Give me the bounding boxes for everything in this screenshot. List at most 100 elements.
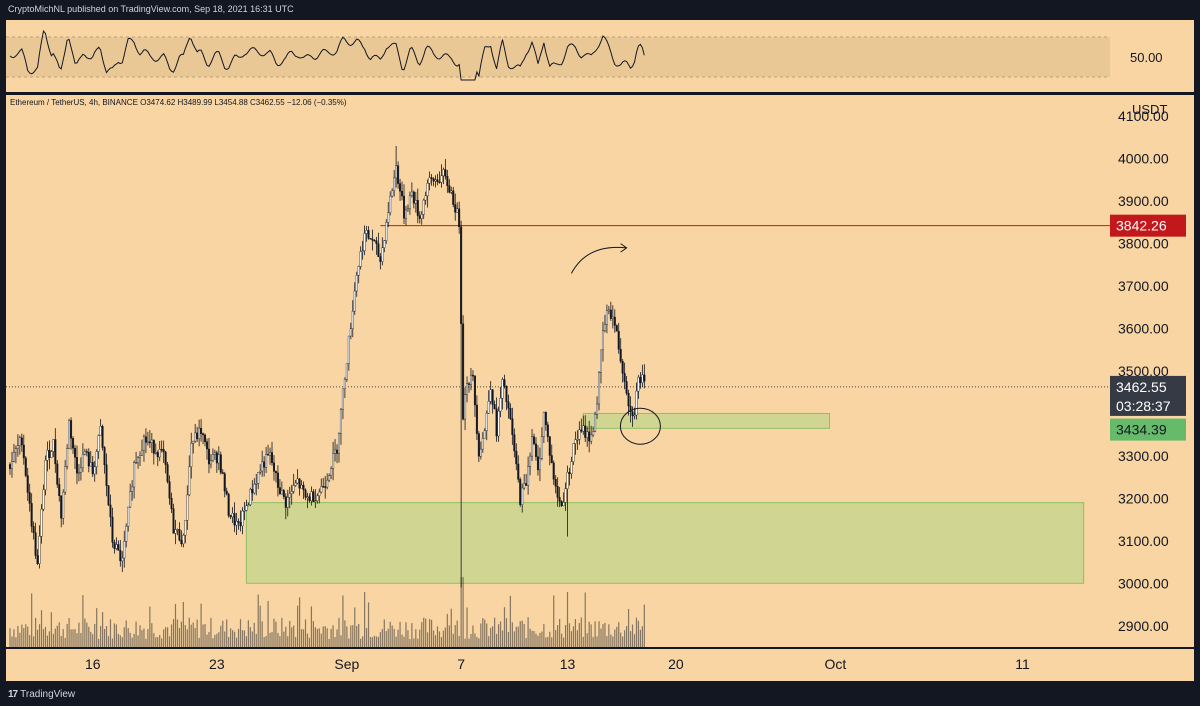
volume-bar: [411, 623, 413, 647]
volume-bar: [103, 628, 106, 647]
candle-up: [123, 541, 126, 559]
candle-up: [14, 448, 17, 453]
volume-bar: [149, 606, 151, 647]
candle-up: [594, 414, 597, 432]
candle-up: [605, 310, 608, 325]
time-axis[interactable]: 16 23 Sep 7 13 20 Oct 11: [6, 649, 1110, 681]
candle-up: [209, 460, 212, 465]
candle-up: [95, 451, 98, 467]
candle-down: [168, 481, 171, 499]
volume-bar: [9, 628, 11, 647]
volume-bar: [261, 621, 263, 647]
candle-down: [509, 408, 512, 419]
volume-bar: [430, 619, 433, 647]
candle-up: [420, 214, 423, 219]
volume-bar: [184, 625, 186, 647]
volume-bar: [527, 617, 529, 647]
candle-up: [562, 502, 565, 506]
candle-down: [196, 432, 199, 440]
volume-bar: [352, 625, 354, 647]
volume-bar: [468, 638, 470, 647]
candle-down: [272, 462, 275, 472]
time-tick-label: 23: [209, 656, 225, 672]
volume-bar: [379, 632, 381, 647]
candle-up: [318, 491, 321, 497]
rsi-price-axis[interactable]: 50.00: [1110, 20, 1194, 92]
candle-down: [239, 521, 242, 527]
volume-bar: [50, 612, 52, 647]
volume-bar: [495, 633, 498, 647]
candle-down: [416, 200, 419, 216]
volume-bar: [397, 629, 399, 647]
volume-bar: [631, 624, 634, 647]
volume-bar: [547, 636, 549, 647]
candle-up: [341, 388, 344, 410]
volume-bar: [192, 622, 194, 647]
candle-up: [182, 535, 185, 545]
volume-bar: [470, 634, 472, 647]
volume-bar: [198, 637, 200, 647]
volume-bar: [509, 595, 511, 647]
candle-up: [359, 251, 362, 267]
volume-bar: [328, 638, 330, 647]
candle-up: [174, 529, 177, 534]
volume-bar: [604, 622, 606, 647]
volume-bar: [551, 637, 553, 647]
candle-down: [109, 504, 112, 518]
price-unit-label: USDT: [1132, 102, 1167, 117]
volume-bar: [346, 626, 348, 647]
candle-down: [588, 431, 591, 442]
volume-bar: [96, 608, 98, 647]
candle-up: [146, 441, 149, 444]
volume-bar: [537, 635, 539, 647]
volume-bar: [208, 632, 210, 647]
candle-up: [77, 472, 80, 474]
candle-up: [286, 496, 289, 508]
main-chart-pane[interactable]: [6, 95, 1110, 647]
volume-bar: [190, 624, 192, 647]
volume-bar: [409, 638, 411, 647]
volume-bar: [265, 636, 267, 647]
candle-down: [215, 452, 218, 464]
resistance-price-label: 3842.26: [1116, 218, 1167, 234]
candle-up: [479, 448, 482, 457]
volume-bar: [241, 630, 244, 647]
volume-bar: [62, 629, 64, 647]
volume-bar: [600, 628, 602, 647]
candle-down: [548, 436, 551, 456]
candle-down: [625, 381, 628, 394]
volume-bar: [308, 637, 311, 647]
volume-bar: [100, 626, 102, 647]
candle-up: [158, 449, 161, 458]
volume-bar: [476, 636, 478, 647]
candle-up: [393, 177, 396, 191]
current-price-tag: [1110, 375, 1186, 416]
volume-bar: [385, 631, 387, 647]
volume-bar: [226, 619, 228, 647]
volume-bar: [68, 617, 70, 647]
volume-bar: [222, 620, 224, 647]
volume-bar: [25, 624, 27, 647]
candle-down: [584, 425, 587, 438]
volume-bar: [618, 622, 620, 647]
volume-bar: [224, 631, 226, 647]
candle-up: [339, 409, 342, 434]
candle-up: [296, 478, 299, 484]
volume-bar: [161, 638, 163, 647]
tradingview-logo[interactable]: 17 TradingView: [8, 689, 75, 700]
volume-bar: [624, 630, 626, 647]
candle-down: [54, 439, 57, 465]
price-axis[interactable]: 4100.00 4000.00 3900.00 3800.00 3700.00 3600.…: [1110, 95, 1194, 647]
rsi-pane[interactable]: [6, 20, 1110, 92]
volume-bar: [533, 631, 535, 647]
volume-bar: [444, 627, 446, 647]
candle-down: [32, 526, 35, 533]
candle-up: [257, 472, 260, 484]
candle-up: [18, 437, 21, 446]
candle-up: [139, 455, 142, 458]
volume-bar: [324, 626, 326, 647]
volume-bar: [56, 625, 58, 647]
volume-bar: [521, 620, 523, 647]
volume-bar: [446, 613, 448, 647]
candle-down: [336, 449, 339, 454]
